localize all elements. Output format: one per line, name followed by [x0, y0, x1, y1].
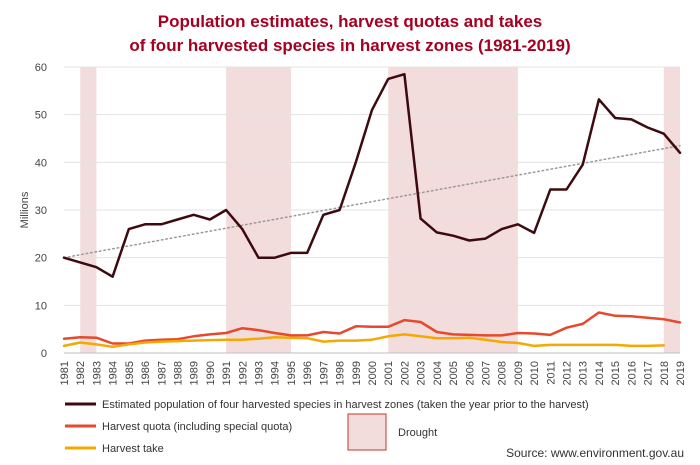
legend-swatch-drought: [347, 413, 387, 451]
x-tick-1993: 1993: [254, 361, 266, 385]
x-tick-2003: 2003: [416, 361, 428, 385]
legend-label-drought: Drought: [398, 427, 437, 439]
x-tick-1983: 1983: [91, 361, 103, 385]
y-tick-50: 50: [35, 110, 47, 122]
y-tick-30: 30: [35, 205, 47, 217]
legend: Estimated population of four harvested s…: [65, 399, 589, 455]
x-tick-1997: 1997: [318, 361, 330, 385]
source-note: Source: www.environment.gov.au: [506, 446, 684, 460]
x-tick-2006: 2006: [464, 361, 476, 385]
x-tick-1984: 1984: [108, 361, 120, 385]
x-tick-1982: 1982: [75, 361, 87, 385]
y-tick-20: 20: [35, 253, 47, 265]
y-axis-ticks: 0 10 20 30 40 50 60: [35, 62, 47, 360]
x-tick-2009: 2009: [513, 361, 525, 385]
y-axis-label: Millions: [19, 191, 31, 228]
x-tick-1992: 1992: [237, 361, 249, 385]
legend-label-quota: Harvest quota (including special quota): [102, 421, 292, 433]
x-tick-2018: 2018: [659, 361, 671, 385]
chart-title-line-2: of four harvested species in harvest zon…: [129, 36, 570, 55]
x-tick-2011: 2011: [545, 361, 557, 385]
y-tick-0: 0: [41, 348, 47, 360]
x-tick-1994: 1994: [270, 361, 282, 385]
x-tick-1999: 1999: [351, 361, 363, 385]
series-population-line: [62, 72, 682, 278]
x-tick-1981: 1981: [59, 361, 71, 385]
x-tick-1988: 1988: [172, 361, 184, 385]
x-tick-2008: 2008: [497, 361, 509, 385]
series-take-line: [62, 333, 666, 349]
x-tick-2017: 2017: [643, 361, 655, 385]
x-tick-2016: 2016: [626, 361, 638, 385]
x-tick-2014: 2014: [594, 361, 606, 385]
y-tick-40: 40: [35, 157, 47, 169]
y-tick-10: 10: [35, 300, 47, 312]
x-tick-1990: 1990: [205, 361, 217, 385]
trendline: [63, 144, 681, 259]
x-axis-ticks: 1981 1982 1983 1984 1985 1986 1987 1988 1989 1990…: [59, 361, 687, 385]
legend-label-take: Harvest take: [102, 443, 164, 455]
x-tick-2015: 2015: [610, 361, 622, 385]
gridlines: [64, 66, 680, 306]
x-tick-2001: 2001: [383, 361, 395, 385]
chart-title-line-1: Population estimates, harvest quotas and…: [158, 12, 543, 31]
x-tick-2019: 2019: [675, 361, 687, 385]
series-group: [62, 72, 682, 349]
x-tick-1996: 1996: [302, 361, 314, 385]
x-tick-2002: 2002: [399, 361, 411, 385]
x-tick-1991: 1991: [221, 361, 233, 385]
x-tick-1985: 1985: [124, 361, 136, 385]
x-tick-2000: 2000: [367, 361, 379, 385]
x-tick-2005: 2005: [448, 361, 460, 385]
x-tick-2010: 2010: [529, 361, 541, 385]
x-tick-1995: 1995: [286, 361, 298, 385]
x-tick-1989: 1989: [189, 361, 201, 385]
x-tick-1986: 1986: [140, 361, 152, 385]
x-tick-2007: 2007: [480, 361, 492, 385]
series-quota-line: [62, 311, 682, 345]
x-tick-2013: 2013: [578, 361, 590, 385]
x-tick-1998: 1998: [335, 361, 347, 385]
trendline-group: [63, 144, 681, 259]
legend-label-population: Estimated population of four harvested s…: [102, 399, 589, 411]
x-tick-1987: 1987: [156, 361, 168, 385]
x-tick-2012: 2012: [562, 361, 574, 385]
x-tick-2004: 2004: [432, 361, 444, 385]
y-tick-60: 60: [35, 62, 47, 74]
